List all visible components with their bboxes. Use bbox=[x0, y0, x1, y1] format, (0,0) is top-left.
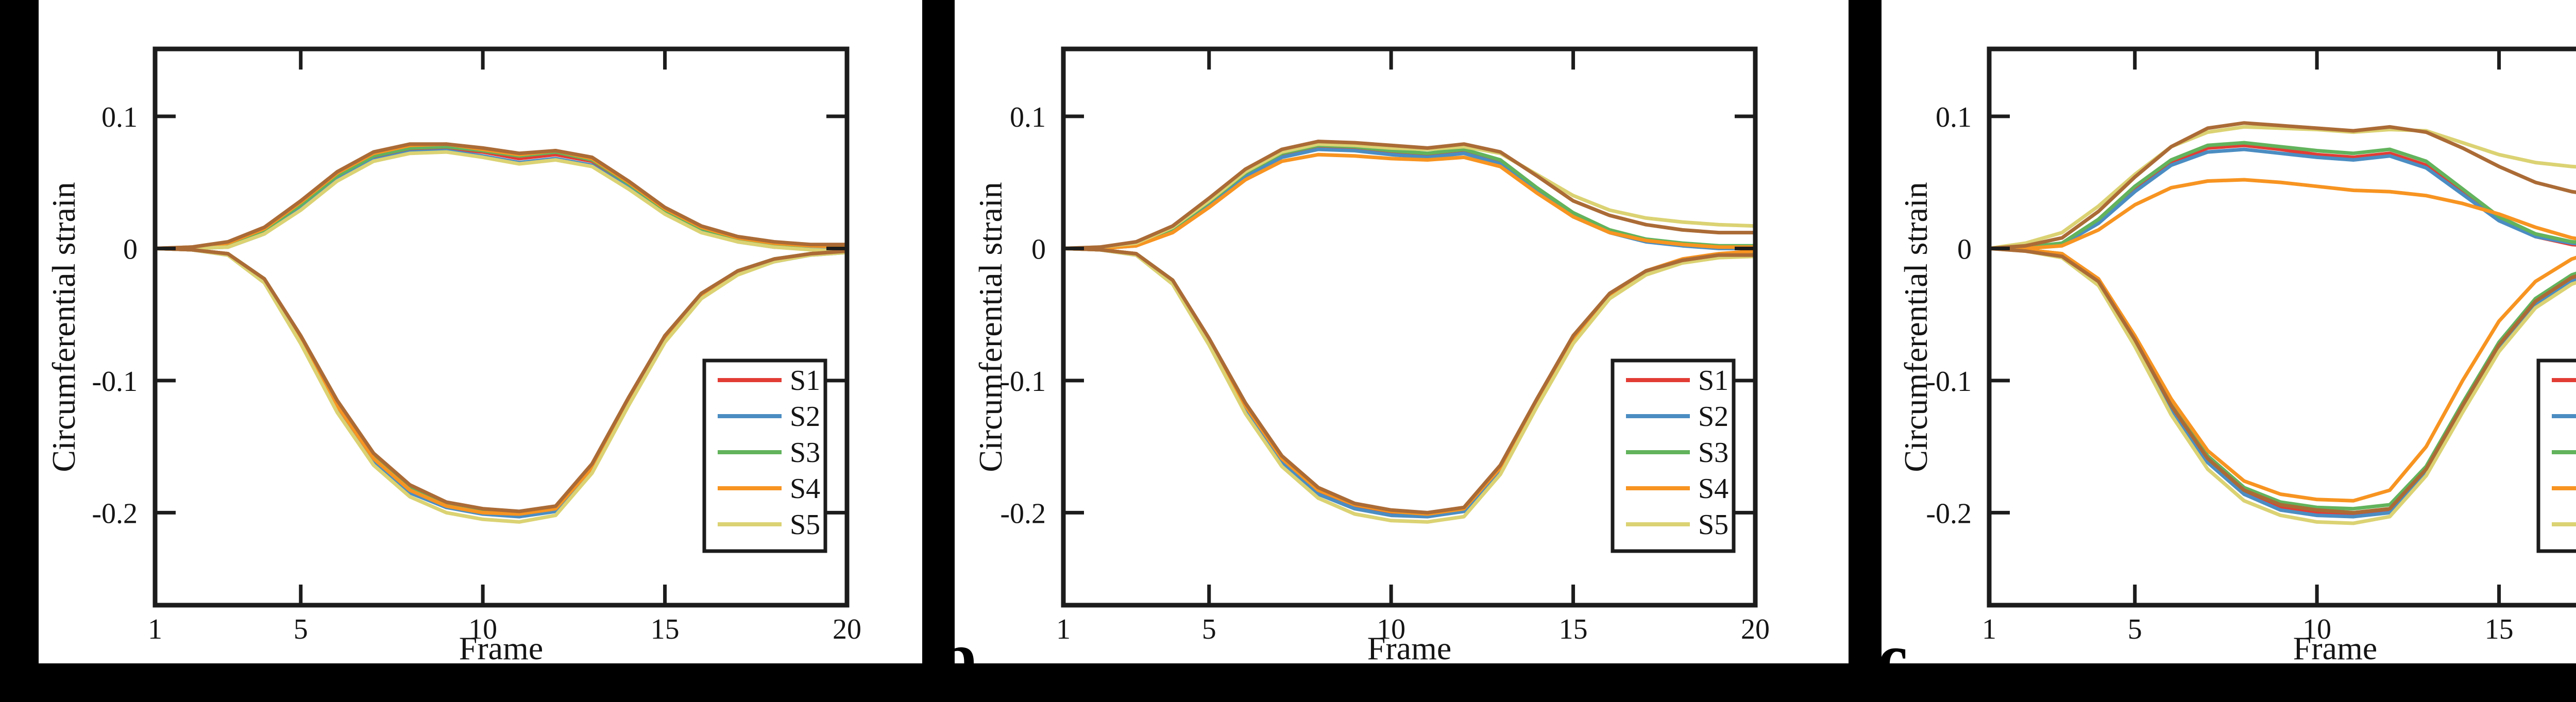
y-tick-label: -0.1 bbox=[1926, 366, 1972, 398]
x-tick-label: 20 bbox=[833, 613, 861, 645]
x-tick-label: 10 bbox=[468, 613, 497, 645]
y-tick-label: 0.1 bbox=[101, 101, 138, 133]
legend-box bbox=[2536, 358, 2576, 553]
series-line-S1-lower bbox=[1987, 246, 2576, 516]
x-tick-label: 10 bbox=[2302, 613, 2331, 645]
series-line-S5-lower bbox=[1987, 246, 2576, 525]
y-axis-label: Circumferential strain bbox=[972, 182, 1009, 472]
y-tick-label: 0 bbox=[123, 233, 138, 265]
legend-label-S1: S1 bbox=[1698, 365, 1728, 397]
axes-box bbox=[152, 46, 850, 608]
series-line-S5-lower bbox=[1061, 246, 1757, 524]
mask-bar-divider-2 bbox=[1849, 0, 1882, 702]
strain-chart-panel-right: 151015200.10-0.1-0.2FrameCircumferential… bbox=[1897, 46, 2576, 666]
y-tick-label: 0.1 bbox=[1936, 101, 1972, 133]
series-line-S6-lower bbox=[1987, 246, 2576, 515]
y-axis-label: Circumferential strain bbox=[45, 182, 82, 472]
series-line-S6-upper bbox=[1987, 121, 2576, 250]
legend-label-S1: S1 bbox=[790, 365, 820, 397]
series-line-S4-upper bbox=[1061, 152, 1757, 250]
y-tick-label: 0 bbox=[1957, 233, 1972, 265]
x-tick-label: 1 bbox=[148, 613, 162, 645]
x-tick-label: 5 bbox=[2128, 613, 2142, 645]
series-line-S3-lower bbox=[1987, 246, 2576, 511]
x-tick-label: 5 bbox=[294, 613, 308, 645]
x-axis-label: Frame bbox=[1367, 630, 1452, 666]
x-tick-label: 5 bbox=[1202, 613, 1216, 645]
series-line-S6-lower bbox=[1061, 246, 1757, 515]
mask-bar-left bbox=[0, 0, 39, 702]
y-tick-label: 0.1 bbox=[1010, 101, 1046, 133]
y-tick-label: -0.1 bbox=[1000, 366, 1046, 398]
series-line-S2-lower bbox=[1987, 246, 2576, 519]
legend-label-S4: S4 bbox=[790, 473, 820, 505]
series-line-S6-lower bbox=[153, 246, 849, 513]
x-tick-label: 15 bbox=[651, 613, 680, 645]
legend-label-S3: S3 bbox=[790, 437, 820, 469]
y-tick-label: -0.2 bbox=[1000, 498, 1046, 529]
x-axis-label: Frame bbox=[459, 630, 544, 666]
strain-chart-panel-left: 1 5 10 15 200.10-0.1-0.2FrameCircumferential… bbox=[45, 46, 861, 666]
legend-label-S4: S4 bbox=[1698, 473, 1728, 505]
legend-label-S5: S5 bbox=[790, 509, 820, 541]
series-line-S3-upper bbox=[1987, 141, 2576, 250]
legend-label-S2: S2 bbox=[1698, 401, 1728, 433]
y-tick-label: -0.2 bbox=[92, 498, 138, 529]
y-tick-label: -0.2 bbox=[1926, 498, 1972, 529]
x-axis-label: Frame bbox=[2293, 630, 2378, 666]
strain-chart-panel-middle: 1 5 10 15 200.10-0.1-0.2FrameCircumferential… bbox=[972, 46, 1770, 666]
axes-box bbox=[1061, 46, 1758, 608]
x-tick-label: 1 bbox=[1982, 613, 1996, 645]
mask-bar-divider-1 bbox=[922, 0, 955, 702]
x-tick-label: 20 bbox=[1741, 613, 1770, 645]
x-tick-label: 10 bbox=[1377, 613, 1405, 645]
legend-box bbox=[1611, 358, 1736, 553]
legend-label-S3: S3 bbox=[1698, 437, 1728, 469]
x-tick-label: 15 bbox=[2485, 613, 2514, 645]
y-axis-label: Circumferential strain bbox=[1897, 182, 1934, 472]
x-tick-label: 1 bbox=[1056, 613, 1071, 645]
series-line-S5-lower bbox=[153, 246, 849, 524]
y-tick-label: 0 bbox=[1031, 233, 1046, 265]
series-line-S6-upper bbox=[153, 142, 849, 250]
axes-box bbox=[1987, 46, 2576, 608]
legend-label-S2: S2 bbox=[790, 401, 820, 433]
mask-bar-bottom bbox=[0, 663, 2576, 702]
series-line-S4-upper bbox=[1987, 178, 2576, 250]
legend-label-S5: S5 bbox=[1698, 509, 1728, 541]
series-line-S5-upper bbox=[153, 150, 849, 253]
series-line-S6-upper bbox=[1061, 140, 1757, 250]
y-tick-label: -0.1 bbox=[92, 366, 138, 398]
x-tick-label: 15 bbox=[1559, 613, 1588, 645]
legend-box bbox=[702, 358, 827, 553]
